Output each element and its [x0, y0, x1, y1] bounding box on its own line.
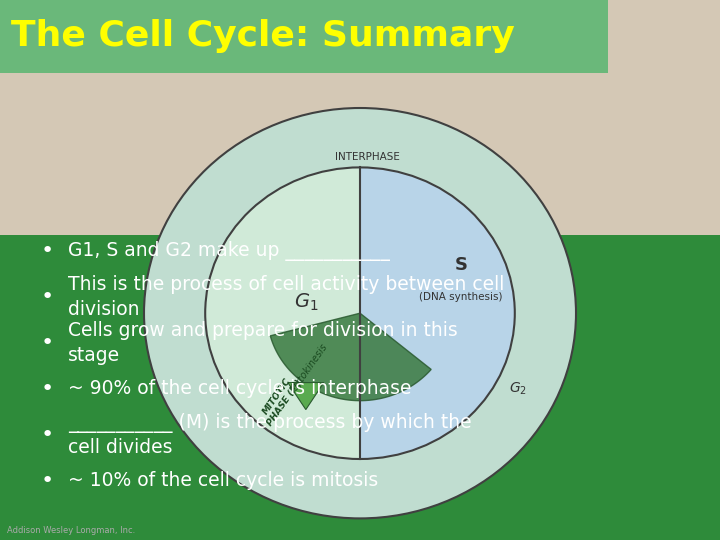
Text: G1, S and G2 make up ___________: G1, S and G2 make up ___________ — [68, 241, 390, 261]
Text: ~ 90% of the cell cycle is interphase: ~ 90% of the cell cycle is interphase — [68, 379, 412, 399]
FancyBboxPatch shape — [0, 235, 720, 540]
Text: •: • — [40, 287, 53, 307]
Polygon shape — [205, 167, 360, 459]
Text: S: S — [454, 255, 467, 274]
FancyBboxPatch shape — [0, 0, 608, 73]
Text: $G_1$: $G_1$ — [294, 292, 318, 313]
Text: Addison Wesley Longman, Inc.: Addison Wesley Longman, Inc. — [7, 525, 135, 535]
Text: •: • — [40, 470, 53, 491]
Text: Cytokinesis: Cytokinesis — [289, 341, 330, 393]
Text: •: • — [40, 333, 53, 353]
Text: This is the process of cell activity between cell
division: This is the process of cell activity bet… — [68, 275, 505, 319]
Ellipse shape — [144, 108, 576, 518]
Text: •: • — [40, 241, 53, 261]
Text: The Cell Cycle: Summary: The Cell Cycle: Summary — [11, 19, 515, 53]
Text: •: • — [40, 424, 53, 445]
Text: ___________ (M) is the process by which the
cell divides: ___________ (M) is the process by which … — [68, 413, 472, 457]
Text: MITOTIC
PHASE (M): MITOTIC PHASE (M) — [257, 372, 305, 427]
Polygon shape — [360, 167, 515, 459]
Text: (DNA synthesis): (DNA synthesis) — [419, 292, 503, 302]
Polygon shape — [270, 313, 431, 401]
Polygon shape — [288, 382, 324, 410]
Text: Cells grow and prepare for division in this
stage: Cells grow and prepare for division in t… — [68, 321, 458, 365]
Text: INTERPHASE: INTERPHASE — [335, 152, 400, 162]
Text: $G_2$: $G_2$ — [510, 381, 527, 397]
Text: ~ 10% of the cell cycle is mitosis: ~ 10% of the cell cycle is mitosis — [68, 471, 379, 490]
Text: •: • — [40, 379, 53, 399]
